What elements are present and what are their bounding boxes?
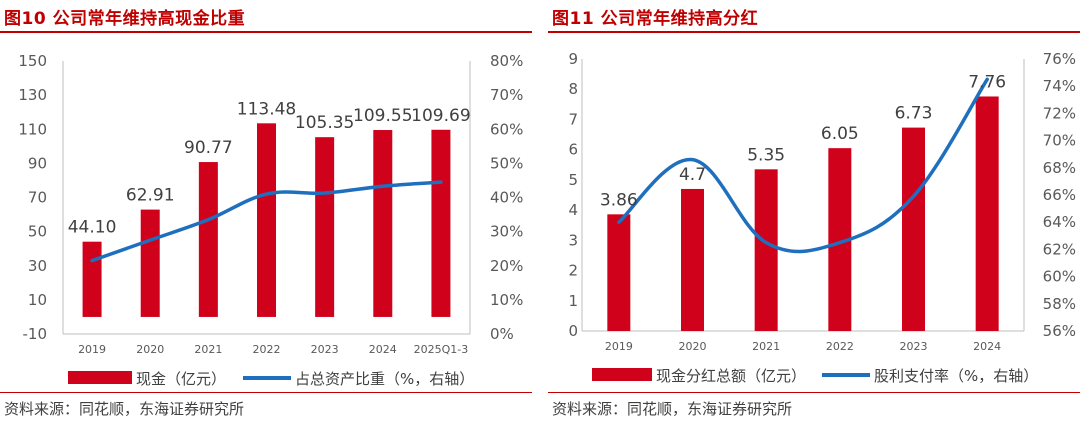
- bar-data-label: 62.91: [126, 186, 175, 206]
- bar-data-label: 109.55: [353, 106, 412, 126]
- right-tick-label: 80%: [490, 52, 523, 70]
- left-tick-label: 10: [28, 291, 47, 309]
- chart-panel-dividend: 图11 公司常年维持高分红 9 8 7 6 5 4 3 2 1 0 76% 74% 72% 70% 68% 6…: [548, 0, 1080, 422]
- x-tick-label: 2024: [369, 343, 397, 356]
- right-tick-label: 50%: [490, 154, 523, 172]
- x-tick-label: 2020: [136, 343, 164, 356]
- right-tick-label: 10%: [490, 291, 523, 309]
- left-tick-label: 1: [568, 292, 578, 310]
- bar-data-label: 6.73: [895, 104, 933, 124]
- legend-bar-swatch: [68, 371, 132, 384]
- x-tick-label: 2021: [752, 340, 780, 353]
- chart-title: 图11 公司常年维持高分红: [552, 9, 759, 29]
- series-line: [90, 180, 443, 263]
- chart-dividend: 9 8 7 6 5 4 3 2 1 0 76% 74% 72% 70% 68% 66% 64% 62% 60% 58%…: [568, 50, 1076, 385]
- left-tick-label: 50: [28, 223, 47, 241]
- bar: [681, 188, 704, 331]
- bar-data-label: 7.76: [968, 72, 1006, 92]
- legend-bar-label: 现金分红总额（亿元）: [656, 367, 806, 385]
- bar-data-label: 6.05: [821, 124, 859, 144]
- x-tick-label: 2023: [900, 340, 928, 353]
- right-tick-label: 64%: [1043, 213, 1076, 231]
- left-tick-label: 5: [568, 171, 578, 189]
- right-tick-label: 74%: [1043, 77, 1076, 95]
- right-tick-label: 62%: [1043, 240, 1076, 258]
- bar-data-label: 44.10: [68, 218, 117, 238]
- left-tick-label: 2: [568, 262, 578, 280]
- bar: [607, 214, 631, 331]
- x-tick-label: 2025Q1-3: [414, 343, 469, 356]
- right-tick-label: 0%: [490, 325, 514, 343]
- left-tick-label: 9: [568, 50, 578, 68]
- x-tick-label: 2019: [78, 343, 106, 356]
- right-tick-label: 68%: [1043, 159, 1076, 177]
- series-line: [617, 77, 989, 254]
- bar-data-label: 105.35: [295, 113, 354, 133]
- left-tick-label: 70: [28, 189, 47, 207]
- right-tick-label: 76%: [1043, 50, 1076, 68]
- right-tick-label: 66%: [1043, 186, 1076, 204]
- title-rule: [548, 31, 1080, 33]
- bar: [315, 137, 335, 317]
- legend-line-label: 股利支付率（%，右轴）: [874, 367, 1038, 385]
- right-tick-label: 70%: [1043, 132, 1076, 150]
- chart-source: 资料来源：同花顺，东海证券研究所: [552, 400, 793, 418]
- chart-title: 图10 公司常年维持高现金比重: [4, 9, 246, 29]
- left-tick-label: 6: [568, 141, 578, 159]
- x-tick-label: 2022: [253, 343, 281, 356]
- x-tick-label: 2021: [194, 343, 222, 356]
- bar: [902, 127, 925, 331]
- left-tick-label: 0: [568, 322, 578, 340]
- legend-bar-swatch: [592, 368, 652, 381]
- right-tick-label: 20%: [490, 257, 523, 275]
- left-tick-label: 110: [18, 120, 47, 138]
- bar-data-label: 5.35: [747, 145, 785, 165]
- bar: [82, 241, 102, 317]
- bar: [754, 169, 778, 331]
- left-tick-label: 90: [28, 154, 47, 172]
- left-tick-label: 3: [568, 231, 578, 249]
- bar: [140, 209, 160, 317]
- left-tick-label: -10: [23, 325, 48, 343]
- bar-data-label: 113.48: [237, 99, 296, 119]
- x-tick-label: 2024: [973, 340, 1001, 353]
- bar: [198, 162, 218, 317]
- right-tick-label: 60%: [490, 120, 523, 138]
- bar-data-label: 3.86: [600, 190, 638, 210]
- bar: [257, 123, 276, 317]
- x-tick-label: 2022: [826, 340, 854, 353]
- x-tick-label: 2019: [605, 340, 633, 353]
- right-tick-label: 60%: [1043, 268, 1076, 286]
- x-tick-label: 2020: [679, 340, 707, 353]
- right-tick-label: 72%: [1043, 104, 1076, 122]
- legend-bar-label: 现金（亿元）: [136, 370, 226, 388]
- bar-data-label: 4.7: [679, 165, 706, 185]
- left-tick-label: 4: [568, 201, 578, 219]
- left-tick-label: 150: [18, 52, 47, 70]
- chart-panel-cash-ratio: 图10 公司常年维持高现金比重 150 130 110 90 70 50 30 10 -10 80…: [0, 0, 532, 422]
- bar: [373, 130, 393, 317]
- source-rule: [0, 392, 532, 393]
- right-tick-label: 70%: [490, 86, 523, 104]
- legend-line-label: 占总资产比重（%，右轴）: [295, 370, 474, 388]
- left-tick-label: 8: [568, 80, 578, 98]
- title-rule: [0, 31, 532, 33]
- right-tick-label: 40%: [490, 189, 523, 207]
- right-tick-label: 56%: [1043, 322, 1076, 340]
- x-tick-label: 2023: [311, 343, 339, 356]
- source-rule: [548, 392, 1080, 393]
- left-tick-label: 30: [28, 257, 47, 275]
- right-tick-label: 30%: [490, 223, 523, 241]
- right-tick-label: 58%: [1043, 295, 1076, 313]
- chart-source: 资料来源：同花顺，东海证券研究所: [4, 400, 245, 418]
- bar: [975, 96, 999, 331]
- bar: [828, 148, 852, 331]
- left-tick-label: 130: [18, 86, 47, 104]
- bar-data-label: 90.77: [184, 138, 233, 158]
- left-tick-label: 7: [568, 110, 578, 128]
- chart-cash-ratio: 150 130 110 90 70 50 30 10 -10 80% 70% 60% 50% 40% 30%…: [18, 52, 523, 388]
- bar-data-label: 109.69: [411, 106, 470, 126]
- bar: [431, 129, 451, 317]
